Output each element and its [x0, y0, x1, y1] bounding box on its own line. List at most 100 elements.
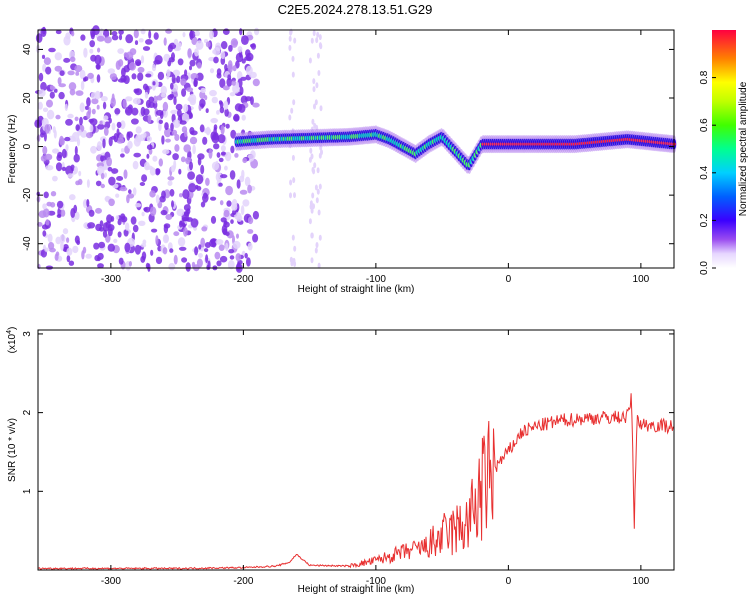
- noise-speck: [318, 34, 322, 41]
- noise-speck: [209, 30, 214, 40]
- noise-speck: [209, 89, 217, 97]
- noise-speck: [177, 42, 182, 48]
- noise-speck: [228, 249, 235, 254]
- noise-speck: [125, 96, 133, 102]
- noise-speck: [96, 74, 101, 83]
- noise-speck: [125, 51, 134, 60]
- x-tick-label: 100: [633, 576, 650, 587]
- noise-speck: [224, 63, 228, 71]
- noise-speck: [46, 99, 53, 108]
- noise-speck: [89, 48, 94, 54]
- noise-speck: [228, 44, 233, 52]
- noise-speck: [196, 72, 204, 82]
- noise-speck: [87, 222, 96, 229]
- noise-speck: [319, 105, 323, 112]
- noise-speck: [227, 63, 233, 73]
- noise-speck: [137, 66, 145, 73]
- noise-speck: [94, 90, 101, 100]
- noise-speck: [131, 107, 139, 116]
- noise-speck: [47, 233, 53, 243]
- snr-y-scale-label: (x104): [6, 327, 18, 354]
- noise-speck: [75, 71, 80, 76]
- figure-title: C2E5.2024.278.13.51.G29: [278, 2, 433, 17]
- noise-speck: [162, 149, 170, 155]
- noise-speck: [120, 74, 127, 83]
- noise-speck: [90, 92, 97, 99]
- noise-speck: [291, 234, 295, 241]
- noise-speck: [220, 56, 226, 65]
- noise-speck: [120, 213, 126, 220]
- noise-speck: [166, 69, 171, 78]
- noise-speck: [291, 71, 295, 78]
- noise-speck: [54, 52, 62, 61]
- noise-speck: [254, 27, 260, 36]
- noise-speck: [116, 137, 125, 144]
- noise-speck: [86, 199, 90, 207]
- noise-speck: [208, 148, 213, 159]
- noise-speck: [78, 170, 82, 177]
- noise-speck: [152, 81, 156, 86]
- noise-speck: [288, 35, 292, 42]
- noise-speck: [211, 118, 218, 123]
- noise-speck: [62, 228, 69, 235]
- noise-speck: [40, 155, 47, 162]
- noise-speck: [61, 166, 67, 171]
- noise-speck: [317, 262, 321, 269]
- noise-speck: [219, 200, 224, 206]
- noise-speck: [164, 122, 169, 131]
- noise-speck: [188, 183, 197, 193]
- noise-speck: [230, 129, 237, 139]
- noise-speck: [60, 241, 64, 251]
- noise-speck: [317, 209, 321, 216]
- noise-speck: [75, 90, 84, 96]
- noise-speck: [161, 190, 166, 199]
- noise-speck: [200, 201, 206, 208]
- noise-speck: [73, 153, 80, 163]
- noise-speck: [118, 34, 123, 41]
- noise-speck: [197, 153, 205, 160]
- noise-speck: [45, 219, 50, 226]
- noise-speck: [58, 83, 66, 88]
- noise-speck: [289, 29, 293, 36]
- x-tick-label: 0: [506, 576, 512, 587]
- x-tick-label: -100: [366, 274, 386, 285]
- noise-speck: [318, 234, 322, 241]
- noise-speck: [213, 143, 220, 150]
- noise-speck: [293, 245, 297, 252]
- noise-speck: [56, 200, 64, 209]
- noise-speck: [139, 182, 146, 186]
- noise-speck: [245, 65, 253, 76]
- noise-speck: [153, 32, 159, 40]
- noise-speck: [108, 176, 116, 186]
- noise-speck: [64, 136, 71, 142]
- noise-speck: [310, 257, 314, 264]
- noise-speck: [213, 56, 219, 64]
- noise-speck: [292, 99, 296, 106]
- noise-speck: [189, 127, 195, 135]
- noise-speck: [229, 170, 236, 180]
- noise-speck: [113, 133, 119, 143]
- noise-speck: [200, 237, 206, 248]
- noise-speck: [149, 190, 156, 198]
- svg-text:(x104): (x104): [6, 327, 18, 354]
- noise-speck: [132, 97, 141, 105]
- noise-speck: [151, 228, 158, 233]
- noise-speck: [245, 49, 251, 57]
- noise-speck: [134, 203, 142, 208]
- noise-speck: [163, 224, 169, 234]
- noise-speck: [239, 189, 248, 195]
- noise-speck: [86, 179, 90, 188]
- noise-speck: [100, 183, 106, 189]
- noise-speck: [131, 73, 137, 80]
- noise-speck: [102, 229, 108, 238]
- noise-speck: [172, 119, 181, 128]
- noise-speck: [105, 220, 111, 229]
- noise-speck: [180, 78, 187, 86]
- noise-speck: [314, 247, 318, 254]
- noise-speck: [181, 257, 188, 263]
- noise-speck: [190, 218, 199, 228]
- noise-speck: [193, 77, 198, 88]
- noise-speck: [181, 217, 190, 222]
- noise-speck: [79, 116, 83, 126]
- noise-speck: [218, 244, 225, 251]
